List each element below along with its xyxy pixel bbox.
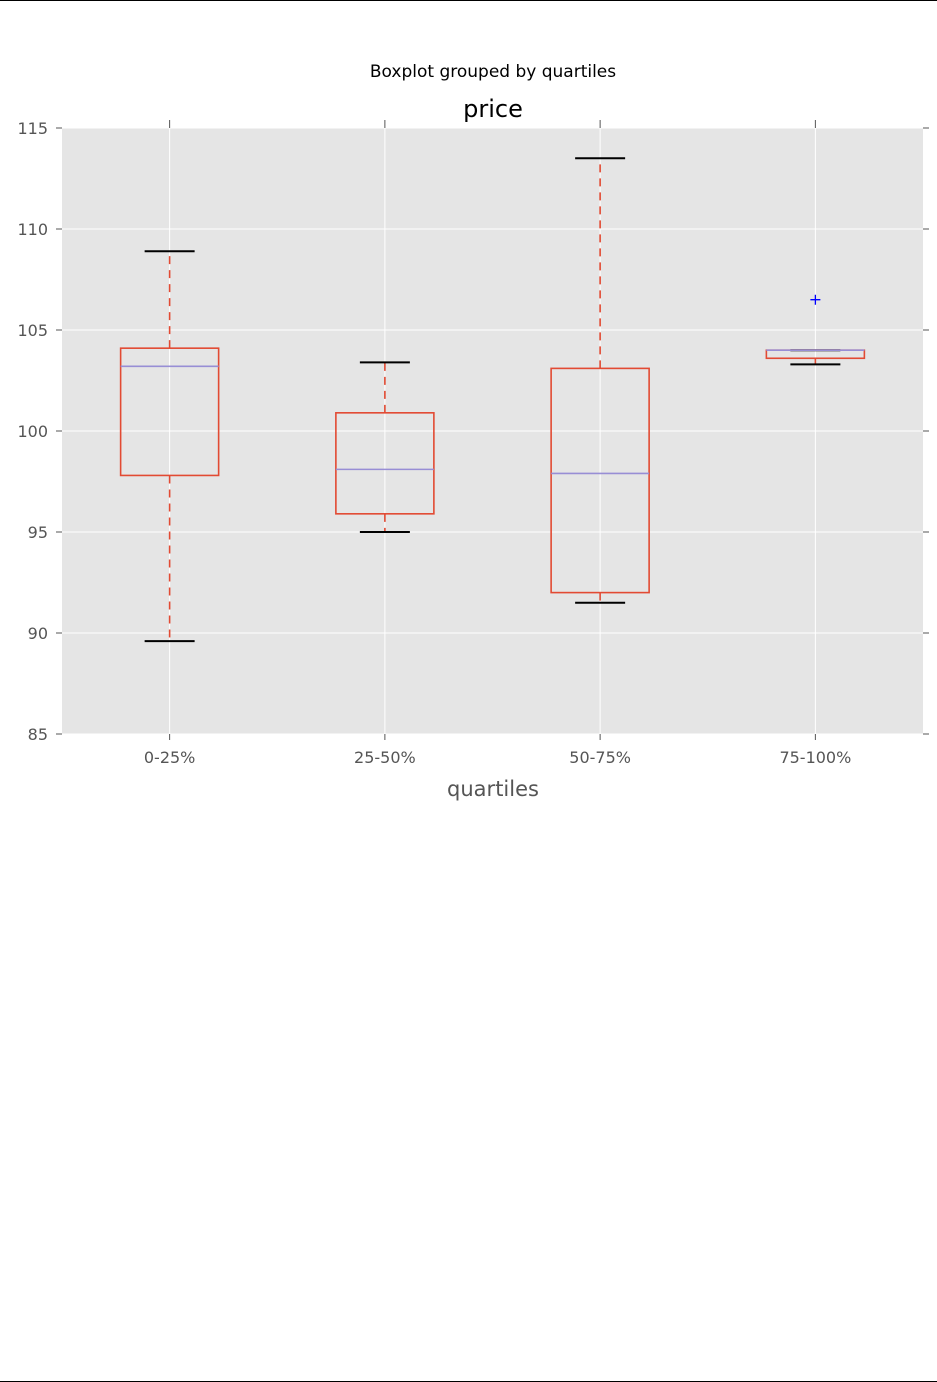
box-group-0 xyxy=(119,250,220,643)
x-axis-label: quartiles xyxy=(447,777,539,801)
axis-labels: 85 90 95 100 105 110 115 0-25% 25-50% 50-75% 75-10… xyxy=(17,119,851,767)
y-tick-label-3: 100 xyxy=(17,422,48,441)
top-border xyxy=(0,0,937,1)
boxplot-chart: 85 90 95 100 105 110 115 0-25% 25-50% 50-75% 75-10… xyxy=(17,62,929,801)
x-tick-label-2: 50-75% xyxy=(569,748,631,767)
boxes xyxy=(119,157,866,643)
chart-title: price xyxy=(463,95,523,123)
y-tick-label-4: 105 xyxy=(17,321,48,340)
box-group-2 xyxy=(550,157,650,604)
y-tick-label-5: 110 xyxy=(17,220,48,239)
box-0 xyxy=(119,347,220,477)
y-tick-label-6: 115 xyxy=(17,119,48,138)
box-1 xyxy=(335,412,435,515)
box-group-1 xyxy=(335,361,435,533)
x-tick-label-1: 25-50% xyxy=(354,748,416,767)
x-tick-label-3: 75-100% xyxy=(779,748,851,767)
y-tick-label-1: 90 xyxy=(28,624,48,643)
y-tick-label-2: 95 xyxy=(28,523,48,542)
y-tick-label-0: 85 xyxy=(28,725,48,744)
axis-ticks xyxy=(56,120,929,740)
x-tick-label-0: 0-25% xyxy=(144,748,196,767)
outlier-3-0 xyxy=(810,294,821,305)
grid-lines xyxy=(62,127,923,735)
box-group-3 xyxy=(765,294,866,366)
box-2 xyxy=(550,367,650,594)
chart-suptitle: Boxplot grouped by quartiles xyxy=(370,62,616,82)
